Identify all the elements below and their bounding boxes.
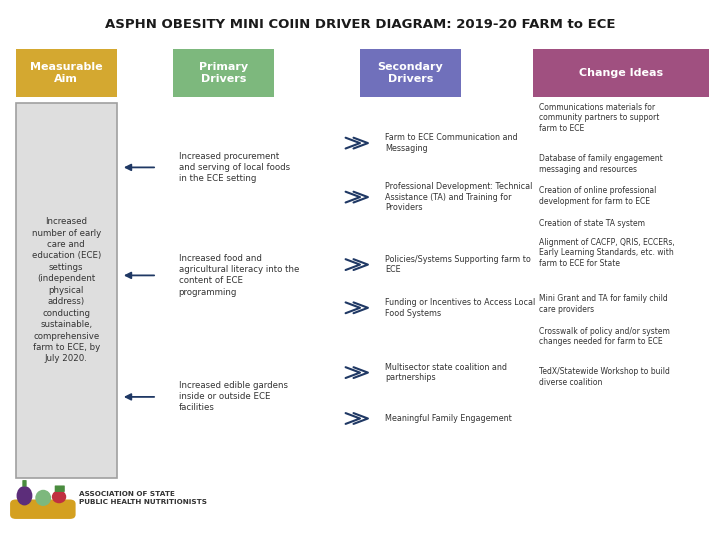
Text: Creation of state TA system: Creation of state TA system bbox=[539, 219, 644, 228]
Text: Database of family engagement
messaging and resources: Database of family engagement messaging … bbox=[539, 154, 662, 174]
Text: Policies/Systems Supporting farm to
ECE: Policies/Systems Supporting farm to ECE bbox=[385, 255, 531, 274]
Bar bbox=[16, 103, 117, 478]
Text: Farm to ECE Communication and
Messaging: Farm to ECE Communication and Messaging bbox=[385, 133, 518, 153]
FancyBboxPatch shape bbox=[55, 485, 65, 492]
Text: Professional Development: Technical
Assistance (TA) and Training for
Providers: Professional Development: Technical Assi… bbox=[385, 182, 533, 212]
Text: Alignment of CACFP, QRIS, ECCERs,
Early Learning Standards, etc. with
farm to EC: Alignment of CACFP, QRIS, ECCERs, Early … bbox=[539, 238, 675, 268]
Ellipse shape bbox=[52, 490, 66, 503]
Ellipse shape bbox=[35, 490, 51, 506]
Text: Funding or Incentives to Access Local
Food Systems: Funding or Incentives to Access Local Fo… bbox=[385, 298, 536, 318]
FancyBboxPatch shape bbox=[10, 500, 76, 519]
Bar bbox=[173, 49, 274, 97]
Text: Increased procurement
and serving of local foods
in the ECE setting: Increased procurement and serving of loc… bbox=[179, 152, 289, 183]
Text: Increased food and
agricultural literacy into the
content of ECE
programming: Increased food and agricultural literacy… bbox=[179, 254, 299, 296]
Ellipse shape bbox=[17, 486, 32, 505]
Text: TedX/Statewide Workshop to build
diverse coalition: TedX/Statewide Workshop to build diverse… bbox=[539, 367, 670, 387]
Text: Secondary
Drivers: Secondary Drivers bbox=[377, 62, 444, 84]
Text: Multisector state coalition and
partnerships: Multisector state coalition and partners… bbox=[385, 363, 507, 382]
Text: Communications materials for
community partners to support
farm to ECE: Communications materials for community p… bbox=[539, 103, 659, 133]
Bar bbox=[360, 49, 461, 97]
Text: Increased edible gardens
inside or outside ECE
facilities: Increased edible gardens inside or outsi… bbox=[179, 381, 287, 413]
Text: ASPHN OBESITY MINI COIIN DRIVER DIAGRAM: 2019-20 FARM to ECE: ASPHN OBESITY MINI COIIN DRIVER DIAGRAM:… bbox=[104, 18, 616, 31]
Text: Creation of online professional
development for farm to ECE: Creation of online professional developm… bbox=[539, 186, 656, 206]
Text: Measurable
Aim: Measurable Aim bbox=[30, 62, 102, 84]
Bar bbox=[16, 49, 117, 97]
Text: Increased
number of early
care and
education (ECE)
settings
(independent
physica: Increased number of early care and educa… bbox=[32, 217, 101, 363]
Text: Primary
Drivers: Primary Drivers bbox=[199, 62, 248, 84]
Text: Meaningful Family Engagement: Meaningful Family Engagement bbox=[385, 414, 512, 423]
Bar bbox=[533, 49, 709, 97]
Text: ASSOCIATION OF STATE
PUBLIC HEALTH NUTRITIONISTS: ASSOCIATION OF STATE PUBLIC HEALTH NUTRI… bbox=[79, 491, 207, 505]
Text: Crosswalk of policy and/or system
changes needed for farm to ECE: Crosswalk of policy and/or system change… bbox=[539, 327, 670, 347]
Text: Change Ideas: Change Ideas bbox=[579, 68, 663, 78]
Text: Mini Grant and TA for family child
care providers: Mini Grant and TA for family child care … bbox=[539, 294, 667, 314]
FancyBboxPatch shape bbox=[22, 480, 27, 487]
